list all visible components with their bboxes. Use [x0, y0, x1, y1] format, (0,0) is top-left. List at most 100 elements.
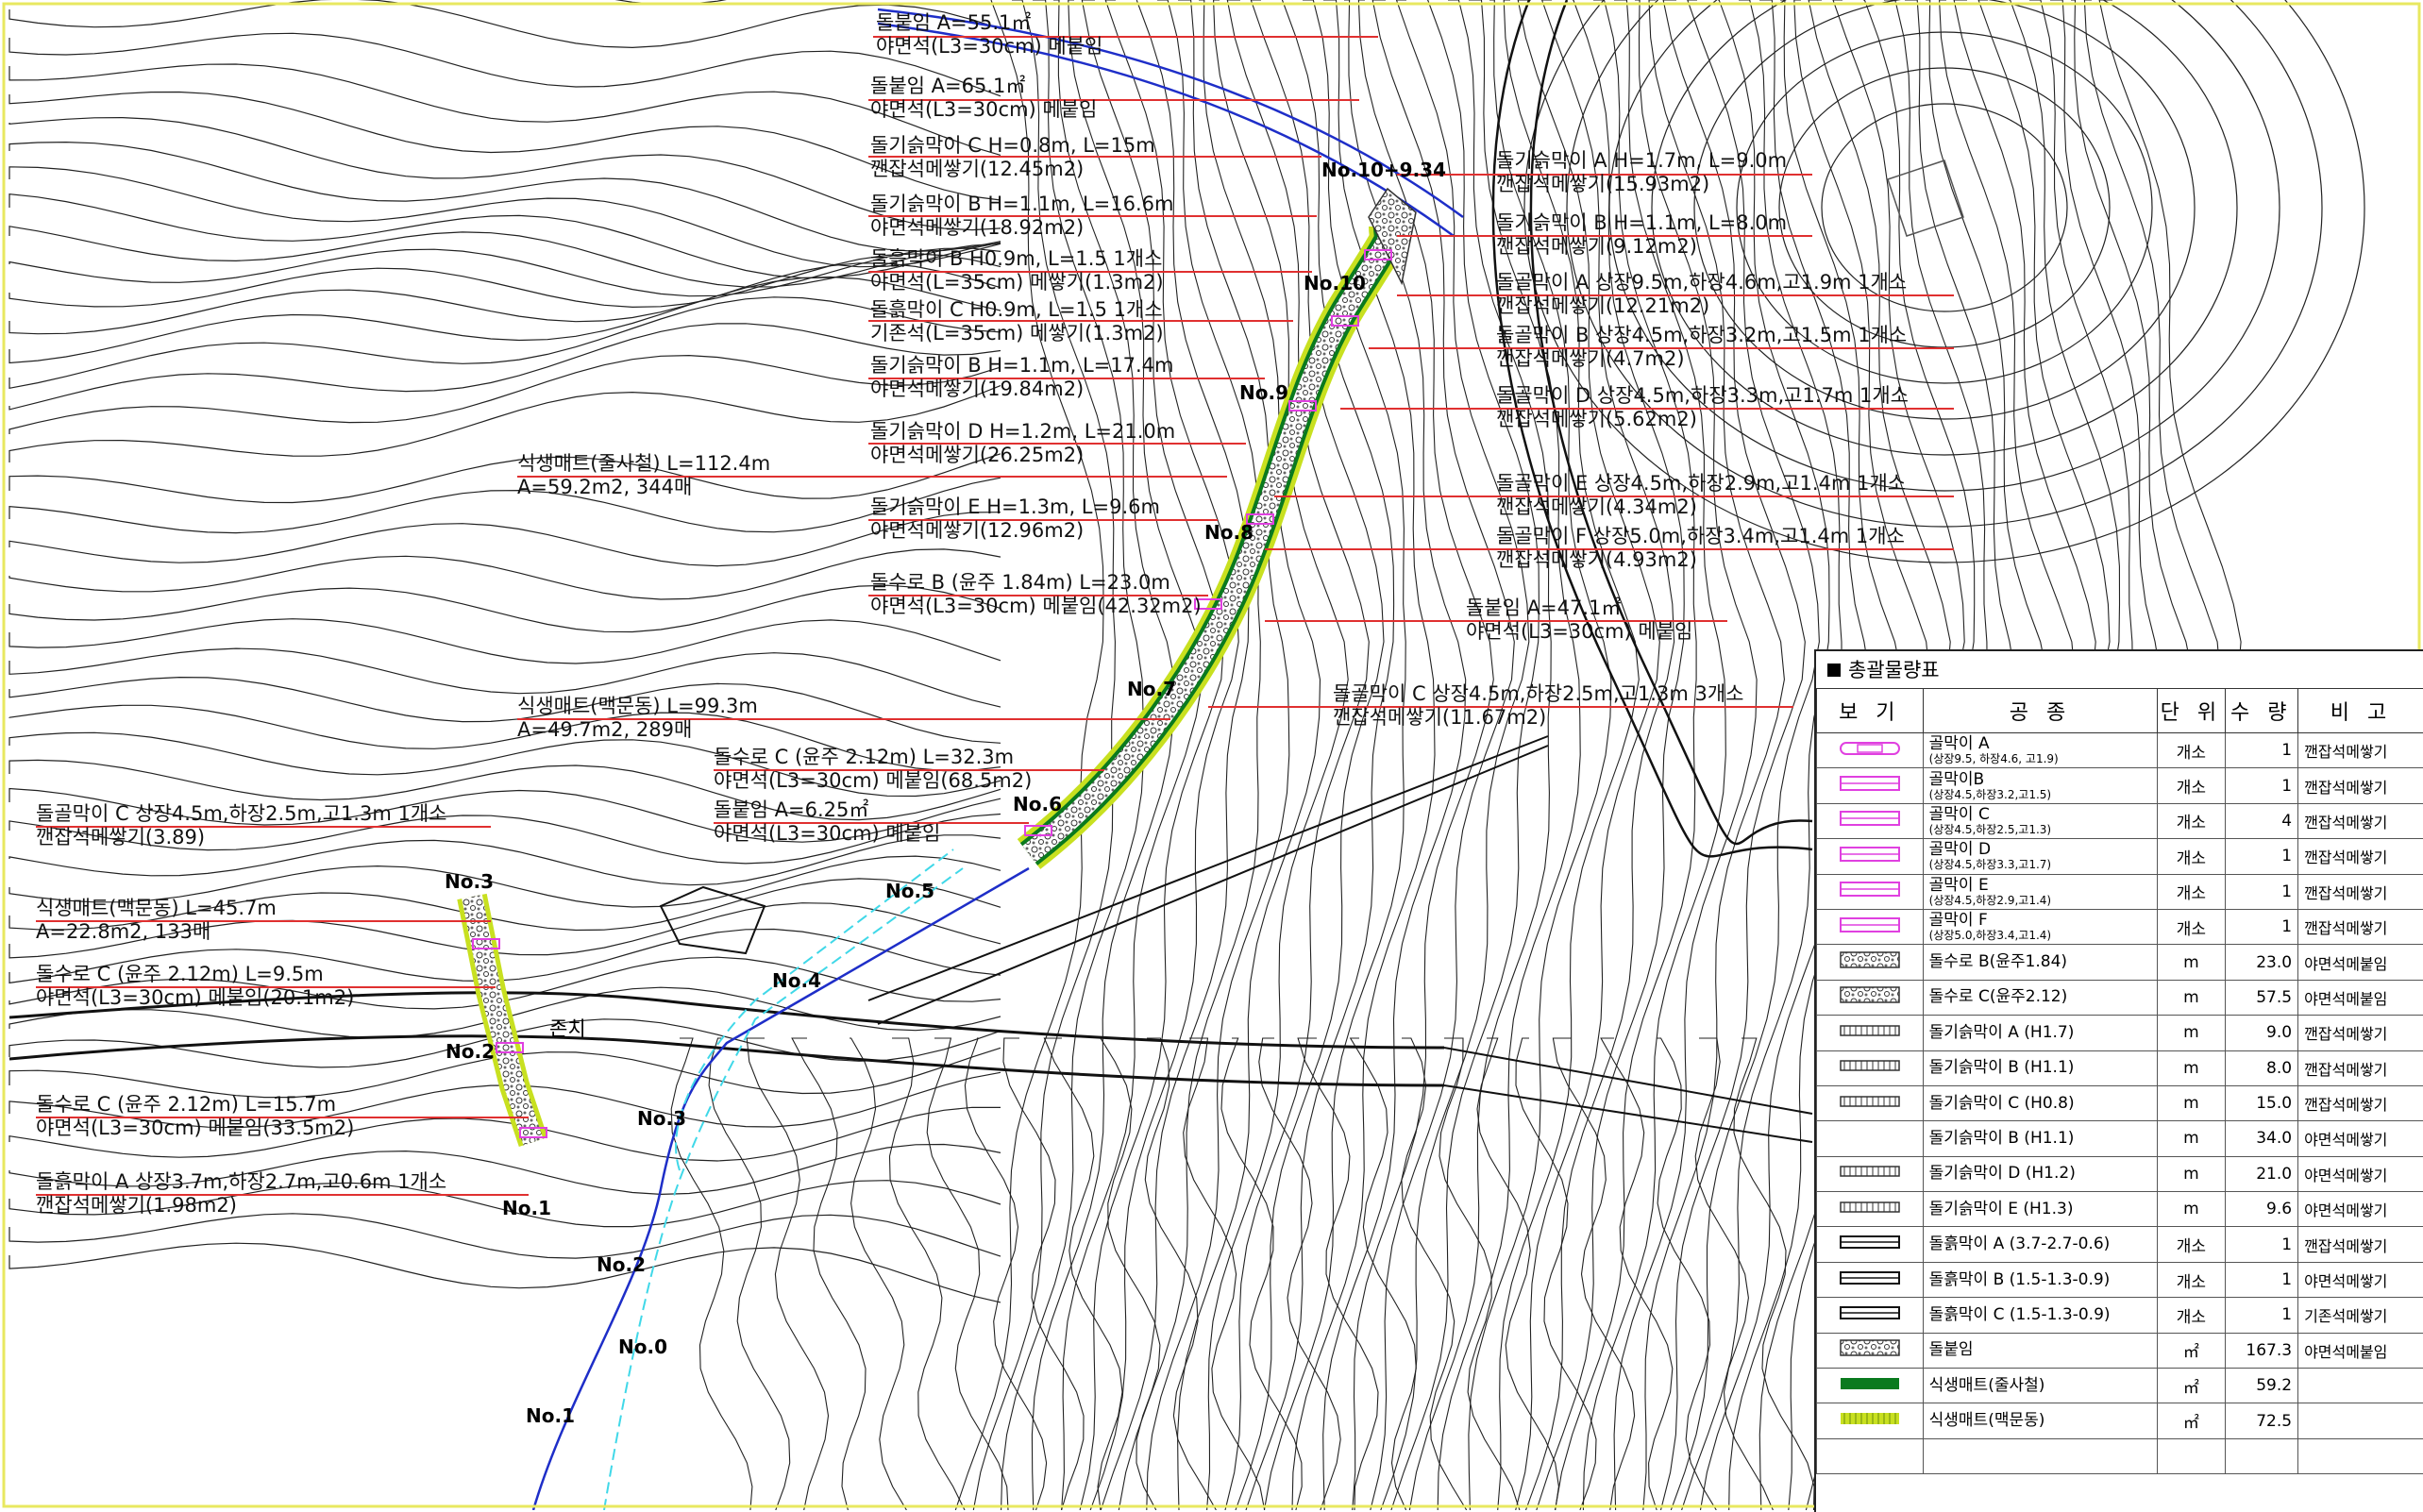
work-type-cell: 돌흙막이 C (1.5-1.3-0.9) [1923, 1298, 2158, 1333]
work-type-name: 돌수로 C(윤주2.12) [1929, 988, 2152, 1006]
road-edge [1444, 1048, 1812, 1142]
work-type-name: 골막이 F [1929, 912, 2152, 930]
work-type-name: 돌흙막이 A (3.7-2.7-0.6) [1929, 1235, 2152, 1253]
remarks-cell: 깬잡석메쌓기 [2298, 909, 2423, 944]
symbol-cell [1817, 1369, 1924, 1403]
work-type-name: 돌기슭막이 E (H1.3) [1929, 1201, 2152, 1218]
legend-symbol [1837, 844, 1903, 865]
contour-line [747, 1038, 828, 1510]
legend-symbol [1837, 1373, 1903, 1394]
station-label: No.3 [445, 870, 494, 893]
unit-cell: 개소 [2158, 1298, 2225, 1333]
work-type-cell: 돌기슭막이 A (H1.7) [1923, 1016, 2158, 1050]
unit-cell: m [2158, 1016, 2225, 1050]
header-symbol: 보 기 [1817, 689, 1924, 733]
work-type-cell: 골막이 C(상장4.5,하장2.5,고1.3) [1923, 803, 2158, 838]
contour-line [1734, 1038, 1814, 1510]
symbol-cell [1817, 1016, 1924, 1050]
contour-line [1221, 1038, 1302, 1510]
station-label: No.2 [446, 1040, 495, 1063]
contour-line [1178, 0, 1321, 1510]
unit-cell: 개소 [2158, 909, 2225, 944]
unit-cell: 개소 [2158, 803, 2225, 838]
remarks-cell: 깬잡석메쌓기 [2298, 1016, 2423, 1050]
work-type-detail: (상장5.0,하장3.4,고1.4) [1929, 930, 2152, 942]
work-type-cell: 돌기슭막이 C (H0.8) [1923, 1085, 2158, 1120]
quantity-cell: 72.5 [2225, 1403, 2298, 1438]
work-type-name: 돌기슭막이 C (H0.8) [1929, 1095, 2152, 1113]
work-type-name: 골막이 A [1929, 735, 2152, 753]
remarks-cell: 깬잡석메쌓기 [2298, 733, 2423, 768]
unit-cell: 개소 [2158, 874, 2225, 909]
quantity-cell: 21.0 [2225, 1156, 2298, 1191]
stream-boundary [604, 868, 963, 1510]
work-type-name: 골막이 E [1929, 877, 2152, 895]
unit-cell: 개소 [2158, 733, 2225, 768]
work-type-detail: (상장4.5,하장2.5,고1.3) [1929, 824, 2152, 836]
work-type-cell: 골막이 D(상장4.5,하장3.3,고1.7) [1923, 839, 2158, 874]
legend-symbol [1837, 738, 1903, 759]
unit-cell: 개소 [2158, 839, 2225, 874]
work-type-cell: 돌붙임 [1923, 1333, 2158, 1368]
contour-line [9, 167, 1001, 267]
work-type-cell: 돌기슭막이 E (H1.3) [1923, 1192, 2158, 1227]
summary-table: 보 기 공 종 단 위 수 량 비 고 골막이 A(상장9.5, 하장4.6, … [1816, 688, 2423, 1474]
unit-cell: m [2158, 980, 2225, 1015]
header-work-type: 공 종 [1923, 689, 2158, 733]
symbol-cell [1817, 909, 1924, 944]
header-unit: 단 위 [2158, 689, 2225, 733]
quantity-cell: 9.6 [2225, 1192, 2298, 1227]
legend-symbol [1837, 1161, 1903, 1182]
remarks-cell: 깬잡석메쌓기 [2298, 839, 2423, 874]
place-label: 존치 [549, 1014, 586, 1042]
table-title: 총괄물량표 [1827, 655, 1940, 683]
contour-line [1259, 1038, 1340, 1510]
contour-line [9, 549, 1001, 599]
contour-line [9, 454, 1001, 503]
quantity-cell: 1 [2225, 768, 2298, 803]
legend-symbol [1837, 949, 1903, 970]
table-header-row: 보 기 공 종 단 위 수 량 비 고 [1817, 689, 2423, 733]
work-type-detail: (상장9.5, 하장4.6, 고1.9) [1929, 753, 2152, 765]
quantity-cell: 34.0 [2225, 1121, 2298, 1156]
contour-loop [1567, 0, 2322, 527]
building-outline [661, 887, 765, 953]
work-type-cell: 돌수로 C(윤주2.12) [1923, 980, 2158, 1015]
symbol-cell [1817, 1333, 1924, 1368]
contour-line [9, 277, 1001, 363]
legend-symbol [1837, 808, 1903, 829]
contour-line [9, 92, 1001, 201]
remarks-cell [2298, 1369, 2423, 1403]
remarks-cell: 야면석메쌓기 [2298, 1156, 2423, 1191]
unit-cell: m [2158, 1156, 2225, 1191]
contour-line [9, 254, 1001, 308]
symbol-cell [1817, 1227, 1924, 1262]
remarks-cell: 기존석메쌓기 [2298, 1298, 2423, 1333]
contour-line [1351, 1038, 1417, 1510]
legend-symbol [1837, 1197, 1903, 1218]
contour-line [1402, 1038, 1467, 1510]
quantity-cell: 9.0 [2225, 1016, 2298, 1050]
station-label: No.6 [1013, 793, 1062, 815]
station-label: No.10 [1304, 272, 1366, 294]
station-label: No.5 [885, 880, 934, 902]
unit-cell: ㎡ [2158, 1333, 2225, 1368]
